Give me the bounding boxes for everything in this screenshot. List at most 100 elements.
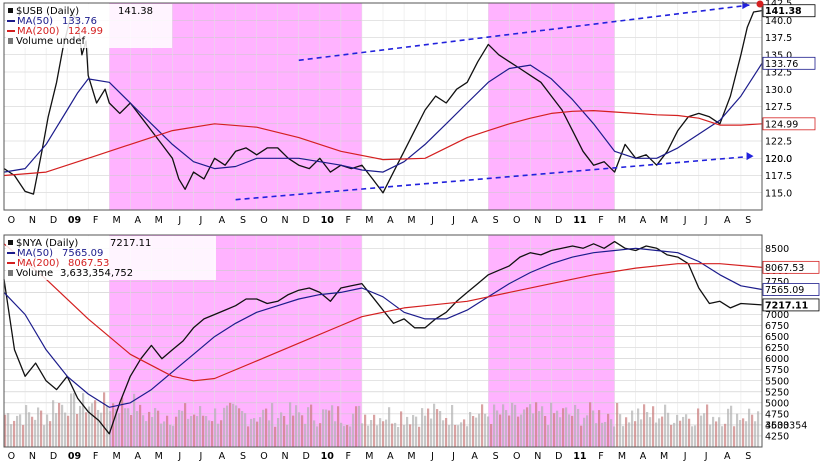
nya-x-label-31: M (660, 451, 668, 462)
nya-volume-bar (586, 415, 589, 447)
usb-value-tag-box-2 (762, 117, 816, 131)
nya-ma200-value: 8067.53 (68, 258, 109, 269)
nya-volume-bar (40, 410, 43, 447)
usb-x-label-19: M (407, 215, 415, 226)
nya-x-label-7: M (155, 451, 163, 462)
nya-volume-bar (610, 419, 613, 447)
nya-volume-bar (697, 408, 700, 447)
nya-volume-bar (160, 423, 163, 447)
nya-x-label-2: D (50, 451, 57, 462)
nya-volume-bar (649, 417, 652, 447)
nya-volume-bar (217, 423, 220, 447)
nya-volume-bar (7, 412, 10, 447)
nya-volume-bar (448, 425, 451, 447)
usb-trendline-0 (298, 4, 750, 62)
nya-volume-bar (583, 417, 586, 447)
nya-volume-bar (412, 415, 415, 447)
usb-x-label-16: F (346, 215, 351, 226)
nya-volume-bar (604, 421, 607, 447)
usb-x-label-5: M (113, 215, 121, 226)
nya-y-tick-5: 6750 (765, 321, 789, 332)
nya-volume-bar (421, 408, 424, 447)
nya-volume-bar (280, 412, 283, 447)
usb-price-panel: 142.5140.0137.5135.0132.5130.0127.5125.0… (3, 0, 816, 226)
usb-plot-frame (3, 2, 763, 211)
usb-trendline-arrow-1 (746, 152, 754, 161)
nya-volume-bar (328, 410, 331, 447)
nya-volume-bar (271, 403, 274, 447)
nya-x-label-20: J (430, 451, 434, 462)
nya-volume-bar (88, 406, 91, 447)
nya-volume-bar (331, 405, 334, 447)
nya-volume-bar (634, 421, 637, 447)
nya-volume-bar (481, 404, 484, 447)
nya-volume-bar (463, 419, 466, 447)
nya-volume-bar (541, 406, 544, 447)
nya-volume-bar (349, 426, 352, 447)
usb-y-tick-1: 140.0 (765, 16, 792, 27)
nya-volume-bar (706, 404, 709, 447)
nya-volume-bar (643, 404, 646, 447)
nya-volume-bar (493, 404, 496, 447)
usb-legend-swatch (8, 8, 13, 13)
nya-volume-bar (544, 415, 547, 447)
usb-x-label-24: O (513, 215, 520, 226)
nya-volume-bar (496, 410, 499, 447)
usb-ma50-label: MA(50) (17, 16, 53, 27)
nya-volume-bar (37, 407, 40, 447)
nya-volume-bar (574, 404, 577, 447)
nya-volume-bar (466, 426, 469, 447)
nya-volume-bar (295, 405, 298, 447)
nya-volume-bar (130, 415, 133, 447)
nya-volume-bar (268, 420, 271, 447)
nya-volume-bar (265, 408, 268, 447)
usb-x-axis: O N D 09 F M A M J J A S O N D 10 F M A M J J A S O N D 11 F M A M J J A S (8, 215, 752, 226)
nya-volume-bar (502, 404, 505, 447)
nya-volume-bar (190, 416, 193, 447)
usb-x-label-11: S (240, 215, 246, 226)
nya-volume-bar (79, 405, 82, 447)
nya-volume-bar (754, 421, 757, 447)
nya-volume-bar (397, 426, 400, 447)
nya-volume-bar (109, 411, 112, 447)
nya-volume-bar (379, 418, 382, 447)
nya-x-label-14: D (302, 451, 309, 462)
nya-volume-bar (58, 402, 61, 447)
nya-volume-bar (385, 419, 388, 447)
nya-value-tag-box-1 (762, 283, 820, 296)
nya-volume-bar (127, 408, 130, 447)
nya-volume-bar (133, 393, 136, 447)
nya-volume-bar (106, 405, 109, 447)
nya-volume-bar (520, 414, 523, 447)
nya-volume-bar (85, 412, 88, 447)
nya-volume-bar (307, 407, 310, 447)
nya-volume-bar (637, 408, 640, 447)
nya-volume-bar (511, 402, 514, 447)
usb-value-tag-2: 124.99 (765, 119, 798, 130)
nya-volume-bar (46, 414, 49, 447)
nya-value-tag-0: 8067.53 (765, 263, 804, 274)
nya-volume-bar (742, 418, 745, 447)
nya-volume-bar (10, 424, 13, 447)
usb-x-label-32: J (683, 215, 687, 226)
nya-volume-bar (736, 413, 739, 447)
usb-y-tick-2: 137.5 (765, 33, 792, 44)
nya-x-label-29: M (618, 451, 626, 462)
nya-x-label-4: F (93, 451, 98, 462)
nya-y-tick-15: 4250 (765, 431, 789, 442)
nya-volume-bar (73, 392, 76, 447)
nya-volume-bar (427, 408, 430, 447)
nya-volume-bar (100, 412, 103, 447)
nya-volume-bar (196, 416, 199, 447)
nya-legend-swatch (8, 240, 13, 245)
usb-series (3, 9, 763, 195)
nya-volume-bar (52, 400, 55, 447)
usb-y-tick-6: 127.5 (765, 102, 792, 113)
nya-volume-bar (28, 412, 31, 447)
nya-volume-bar (181, 410, 184, 447)
nya-volume-bar (253, 418, 256, 447)
nya-volume-bar (538, 411, 541, 447)
nya-x-label-11: S (240, 451, 246, 462)
usb-value-tag-1: 133.76 (765, 59, 798, 70)
nya-price-panel: 8500800077507500700067506500625060005750… (3, 234, 820, 462)
